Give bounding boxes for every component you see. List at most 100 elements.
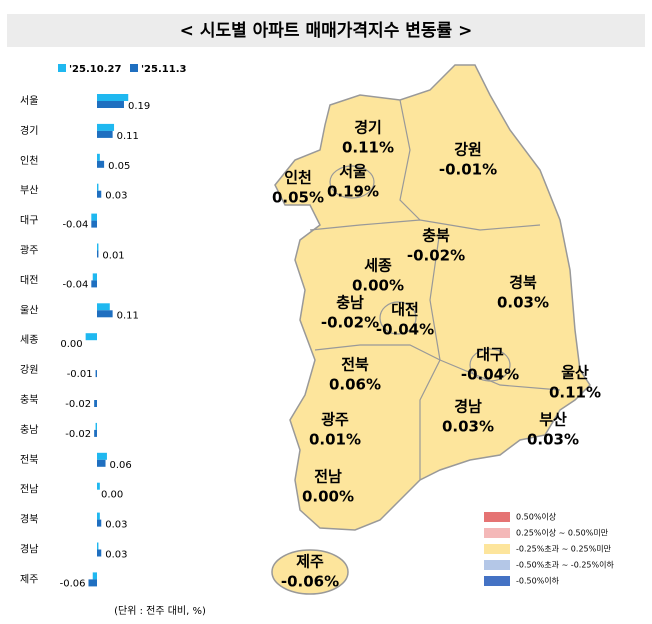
category-label: 울산 [20,304,38,316]
region-name: 울산 [561,364,589,382]
legend-label: -0.25%초과 ~ 0.25%미만 [516,545,612,554]
category-label: 전남 [20,484,38,496]
value-label: 0.05 [108,161,130,172]
region-value: 0.11% [342,139,394,157]
category-label: 광주 [20,245,38,257]
region-name: 강원 [454,141,482,159]
seoul-border [329,165,375,199]
bar [97,452,107,460]
bar [97,183,99,191]
value-label: 0.03 [105,550,127,561]
bar [91,280,97,288]
region-name: 전남 [314,468,342,486]
value-label: 0.11 [117,310,139,321]
bar [97,101,124,108]
bar [97,549,102,557]
category-label: 부산 [20,185,38,197]
region-name: 대구 [476,346,504,364]
region-name: 세종 [364,257,392,275]
bar [97,519,102,527]
bar [97,250,99,258]
category-label: 경기 [20,124,38,137]
category-label: 제주 [20,573,38,585]
region-name: 제주 [296,553,324,571]
legend-swatch [484,512,510,522]
region-value: 0.19% [327,183,379,201]
region-name: 인천 [284,169,312,187]
border [399,99,421,221]
region-name: 경남 [454,398,482,416]
bar [97,123,115,131]
value-label: 0.19 [128,101,150,112]
border [314,344,441,361]
region-name: 부산 [539,411,567,429]
region-value: -0.02% [407,247,465,265]
region-value: -0.06% [281,573,339,591]
value-label: -0.02 [65,429,91,440]
legend-label: '25.11.3 [141,64,186,75]
legend-swatch [484,576,510,586]
region-name: 충북 [422,227,450,245]
region-value: -0.04% [376,321,434,339]
bar [91,213,97,221]
region-value: 0.00% [302,488,354,506]
region-value: -0.04% [461,366,519,384]
region-name: 서울 [339,163,367,181]
bar [97,482,100,490]
category-label: 인천 [20,155,38,167]
value-label: 0.03 [105,191,127,202]
unit-note: (단위 : 전주 대비, %) [114,604,206,617]
legend-label: 0.50%이상 [516,512,557,522]
value-label: 0.01 [102,251,124,262]
bar [97,160,105,168]
region-value: 0.05% [272,189,324,207]
bar [92,572,97,580]
bar [95,370,97,378]
region-value: 0.03% [527,431,579,449]
bar [97,512,100,520]
value-label: 0.03 [105,520,127,531]
daegu-border [469,348,511,382]
bar [97,459,106,467]
legend-label: 0.25%이상 ~ 0.50%미만 [516,528,609,538]
region-value: 0.06% [329,376,381,394]
bar [97,243,99,251]
bar [97,303,110,311]
bar [92,273,97,281]
legend-swatch [130,64,138,72]
category-label: 충남 [20,424,38,436]
value-label: -0.01 [67,369,93,380]
category-label: 서울 [20,95,38,107]
bar [97,190,102,198]
region-name: 경북 [509,274,537,292]
bar [97,310,113,318]
value-label: -0.02 [65,399,91,410]
region-name: 경기 [354,119,382,137]
legend-label: -0.50%초과 ~ -0.25%이하 [516,560,614,570]
value-label: -0.06 [60,578,86,589]
value-label: 0.00 [101,490,123,501]
region-value: 0.01% [309,431,361,449]
category-label: 전북 [20,454,38,466]
category-label: 경남 [20,543,38,556]
bar [88,579,97,587]
category-label: 대구 [20,215,38,227]
legend-swatch [484,544,510,554]
category-label: 세종 [20,334,38,346]
category-label: 충북 [20,394,38,406]
category-label: 대전 [20,274,38,286]
border [309,219,541,231]
bar [97,94,129,101]
legend-swatch [484,560,510,570]
bar [97,542,99,550]
value-label: 0.06 [110,460,132,471]
border [439,359,561,391]
region-value: 0.11% [549,384,601,402]
region-name: 대전 [391,301,419,319]
legend-swatch [484,528,510,538]
legend-swatch [58,64,66,72]
value-label: -0.04 [62,220,88,231]
peninsula [274,64,591,531]
title-bar [7,14,645,47]
